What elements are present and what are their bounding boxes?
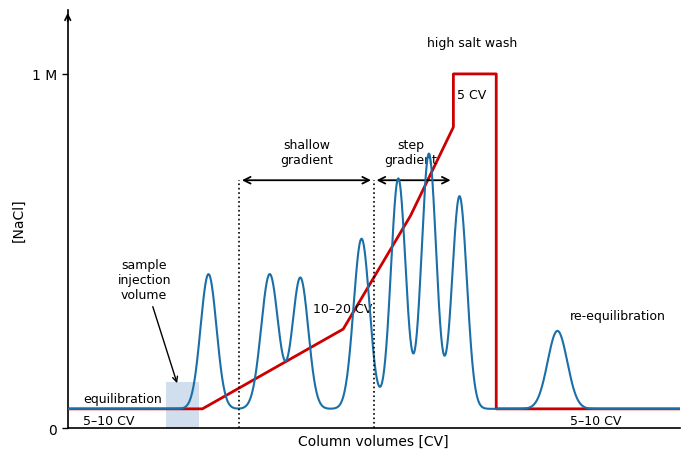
Bar <box>166 382 199 428</box>
Text: sample
injection
volume: sample injection volume <box>117 258 178 382</box>
Text: equilibration: equilibration <box>83 392 162 405</box>
Text: step
gradient: step gradient <box>384 139 437 167</box>
Text: 5–10 CV: 5–10 CV <box>83 414 135 426</box>
Text: 5 CV: 5 CV <box>457 89 486 102</box>
X-axis label: Column volumes [CV]: Column volumes [CV] <box>299 434 449 448</box>
Text: re-equilibration: re-equilibration <box>569 309 665 322</box>
Text: 10–20 CV: 10–20 CV <box>312 302 372 315</box>
Text: 5–10 CV: 5–10 CV <box>569 414 621 426</box>
Text: shallow
gradient: shallow gradient <box>280 139 333 167</box>
Y-axis label: [NaCl]: [NaCl] <box>11 198 25 241</box>
Text: high salt wash: high salt wash <box>426 37 517 50</box>
